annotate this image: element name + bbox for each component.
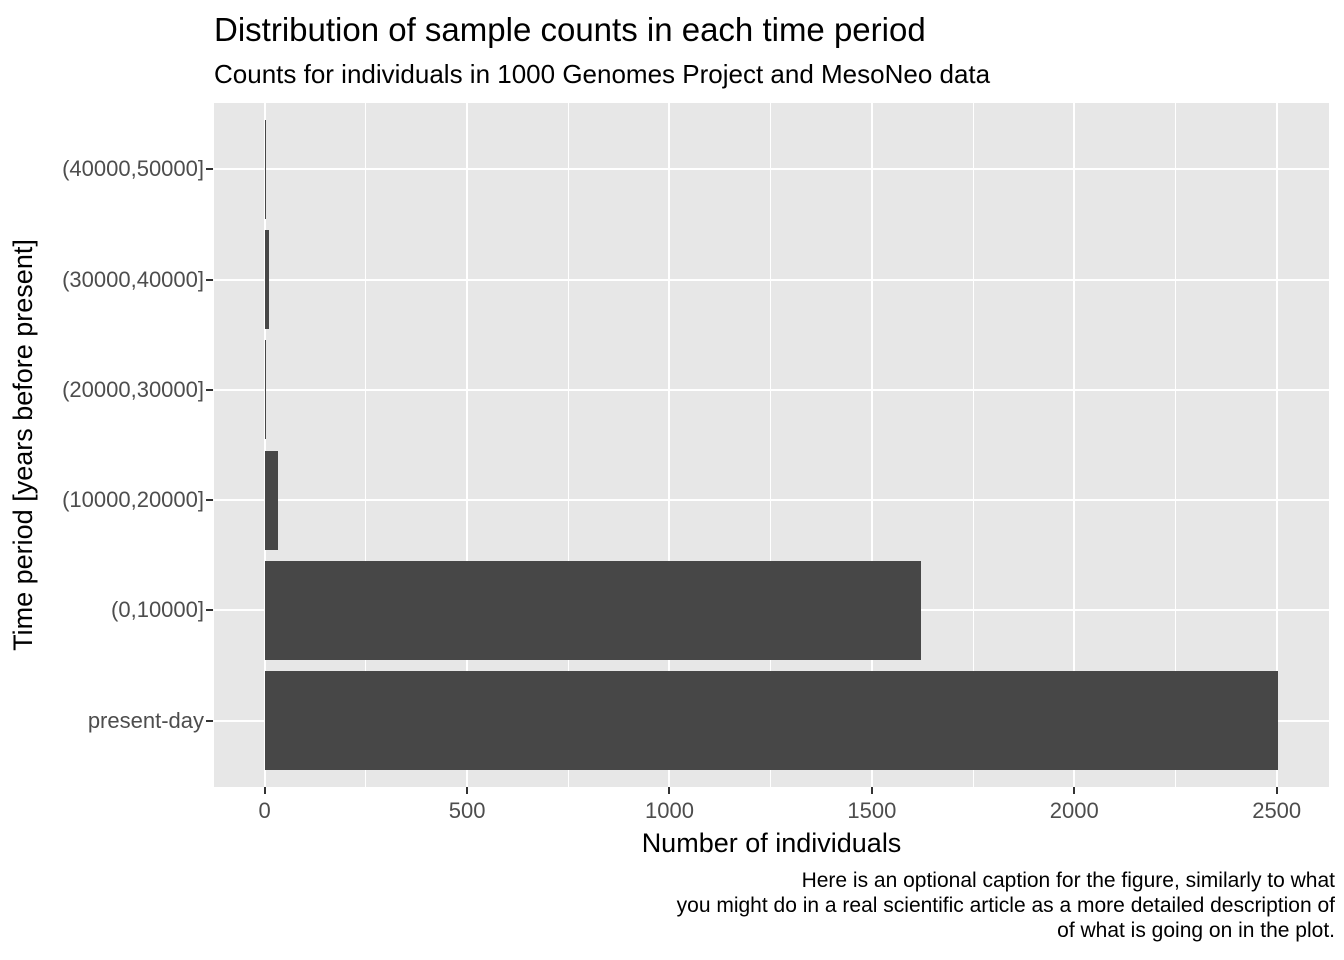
x-tick-label: 0 (258, 798, 271, 823)
gridline-major-x (870, 103, 873, 787)
gridline-major-y (214, 168, 1329, 171)
gridline-minor-x (972, 103, 974, 787)
y-tick-label: (20000,30000] (62, 376, 204, 402)
y-axis-tick-mark (206, 719, 213, 722)
plot-subtitle: Counts for individuals in 1000 Genomes P… (214, 59, 991, 89)
y-axis-tick-mark (206, 499, 213, 502)
y-tick-label: (30000,40000] (62, 266, 204, 292)
gridline-minor-x (365, 103, 367, 787)
x-tick-label: 500 (448, 798, 486, 823)
x-tick-label: 1500 (847, 798, 897, 823)
y-tick-label: present-day (87, 707, 204, 733)
y-tick-label: (40000,50000] (62, 156, 204, 182)
bar (264, 340, 266, 440)
bar (264, 229, 269, 330)
x-tick-label: 1000 (645, 798, 694, 823)
y-tick-label: (0,10000] (111, 597, 204, 623)
x-tick-label: 2500 (1252, 798, 1302, 823)
y-axis-tick-mark (206, 388, 213, 391)
gridline-minor-x (567, 103, 569, 787)
x-axis-tick-mark (263, 787, 266, 794)
gridline-minor-x (770, 103, 772, 787)
x-axis-tick-mark (1275, 787, 1278, 794)
plot-panel (214, 103, 1329, 787)
gridline-major-y (214, 499, 1329, 502)
caption-line: Here is an optional caption for the figu… (801, 869, 1335, 892)
x-axis-tick-mark (1073, 787, 1076, 794)
gridline-major-x (668, 103, 671, 787)
x-axis-title: Number of individuals (641, 828, 902, 858)
y-axis-tick-mark (206, 278, 213, 281)
gridline-major-x (466, 103, 469, 787)
bar (264, 450, 278, 550)
x-tick-label: 2000 (1049, 798, 1099, 823)
bar (264, 560, 922, 661)
y-axis-title: Time period [years before present] (8, 239, 38, 651)
x-axis-tick-mark (668, 787, 671, 794)
gridline-major-y (214, 278, 1329, 281)
gridline-major-x (1073, 103, 1076, 787)
y-axis-tick-mark (206, 609, 213, 612)
y-tick-label: (10000,20000] (62, 487, 204, 513)
x-axis-tick-mark (466, 787, 469, 794)
x-axis-tick-mark (870, 787, 873, 794)
plot-caption: Here is an optional caption for the figu… (435, 868, 1335, 943)
plot-title: Distribution of sample counts in each ti… (214, 11, 926, 48)
gridline-minor-x (1174, 103, 1176, 787)
caption-line: of what is going on in the plot. (1057, 919, 1335, 942)
y-axis-tick-mark (206, 168, 213, 171)
caption-line: you might do in a real scientific articl… (676, 894, 1335, 917)
gridline-major-x (1275, 103, 1278, 787)
gridline-major-y (214, 388, 1329, 391)
bar (264, 671, 1279, 771)
gridline-major-x (263, 103, 266, 787)
bar (264, 119, 267, 219)
